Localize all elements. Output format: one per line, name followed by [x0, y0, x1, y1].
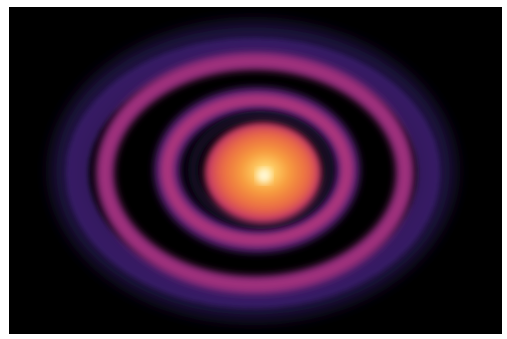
disk-image-svg: [9, 7, 502, 334]
core-center: [257, 169, 271, 183]
disk-image: [9, 7, 502, 334]
inner-gap: [188, 111, 334, 229]
inner-ring-highlight: [164, 97, 350, 243]
outer-ring-highlight: [101, 57, 409, 289]
outer-halo-texture: [66, 38, 440, 308]
